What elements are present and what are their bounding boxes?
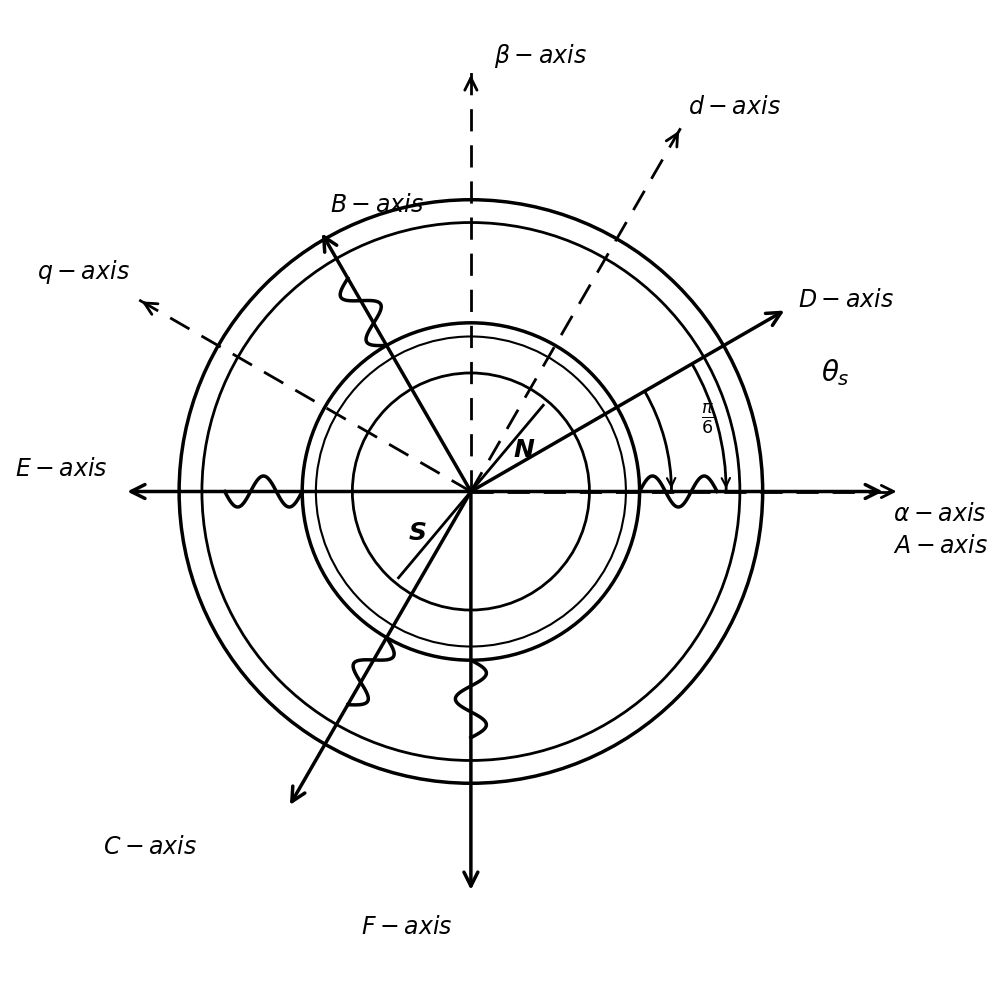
Text: $C-axis$: $C-axis$ [103, 835, 197, 859]
Text: N: N [514, 438, 535, 462]
Text: $B-axis$: $B-axis$ [330, 194, 424, 217]
Text: $d-axis$: $d-axis$ [688, 95, 781, 119]
Circle shape [352, 373, 589, 610]
Text: $D-axis$: $D-axis$ [798, 288, 894, 312]
Text: S: S [409, 521, 427, 545]
Text: $\frac{\pi}{6}$: $\frac{\pi}{6}$ [701, 401, 715, 435]
Text: $\alpha-axis$: $\alpha-axis$ [893, 502, 986, 526]
Text: $q-axis$: $q-axis$ [37, 259, 130, 286]
Text: $\theta_s$: $\theta_s$ [821, 358, 850, 388]
Text: $E-axis$: $E-axis$ [15, 457, 108, 481]
Text: $\beta-axis$: $\beta-axis$ [494, 42, 587, 70]
Text: $F-axis$: $F-axis$ [361, 915, 453, 940]
Text: $A-axis$: $A-axis$ [893, 534, 988, 558]
